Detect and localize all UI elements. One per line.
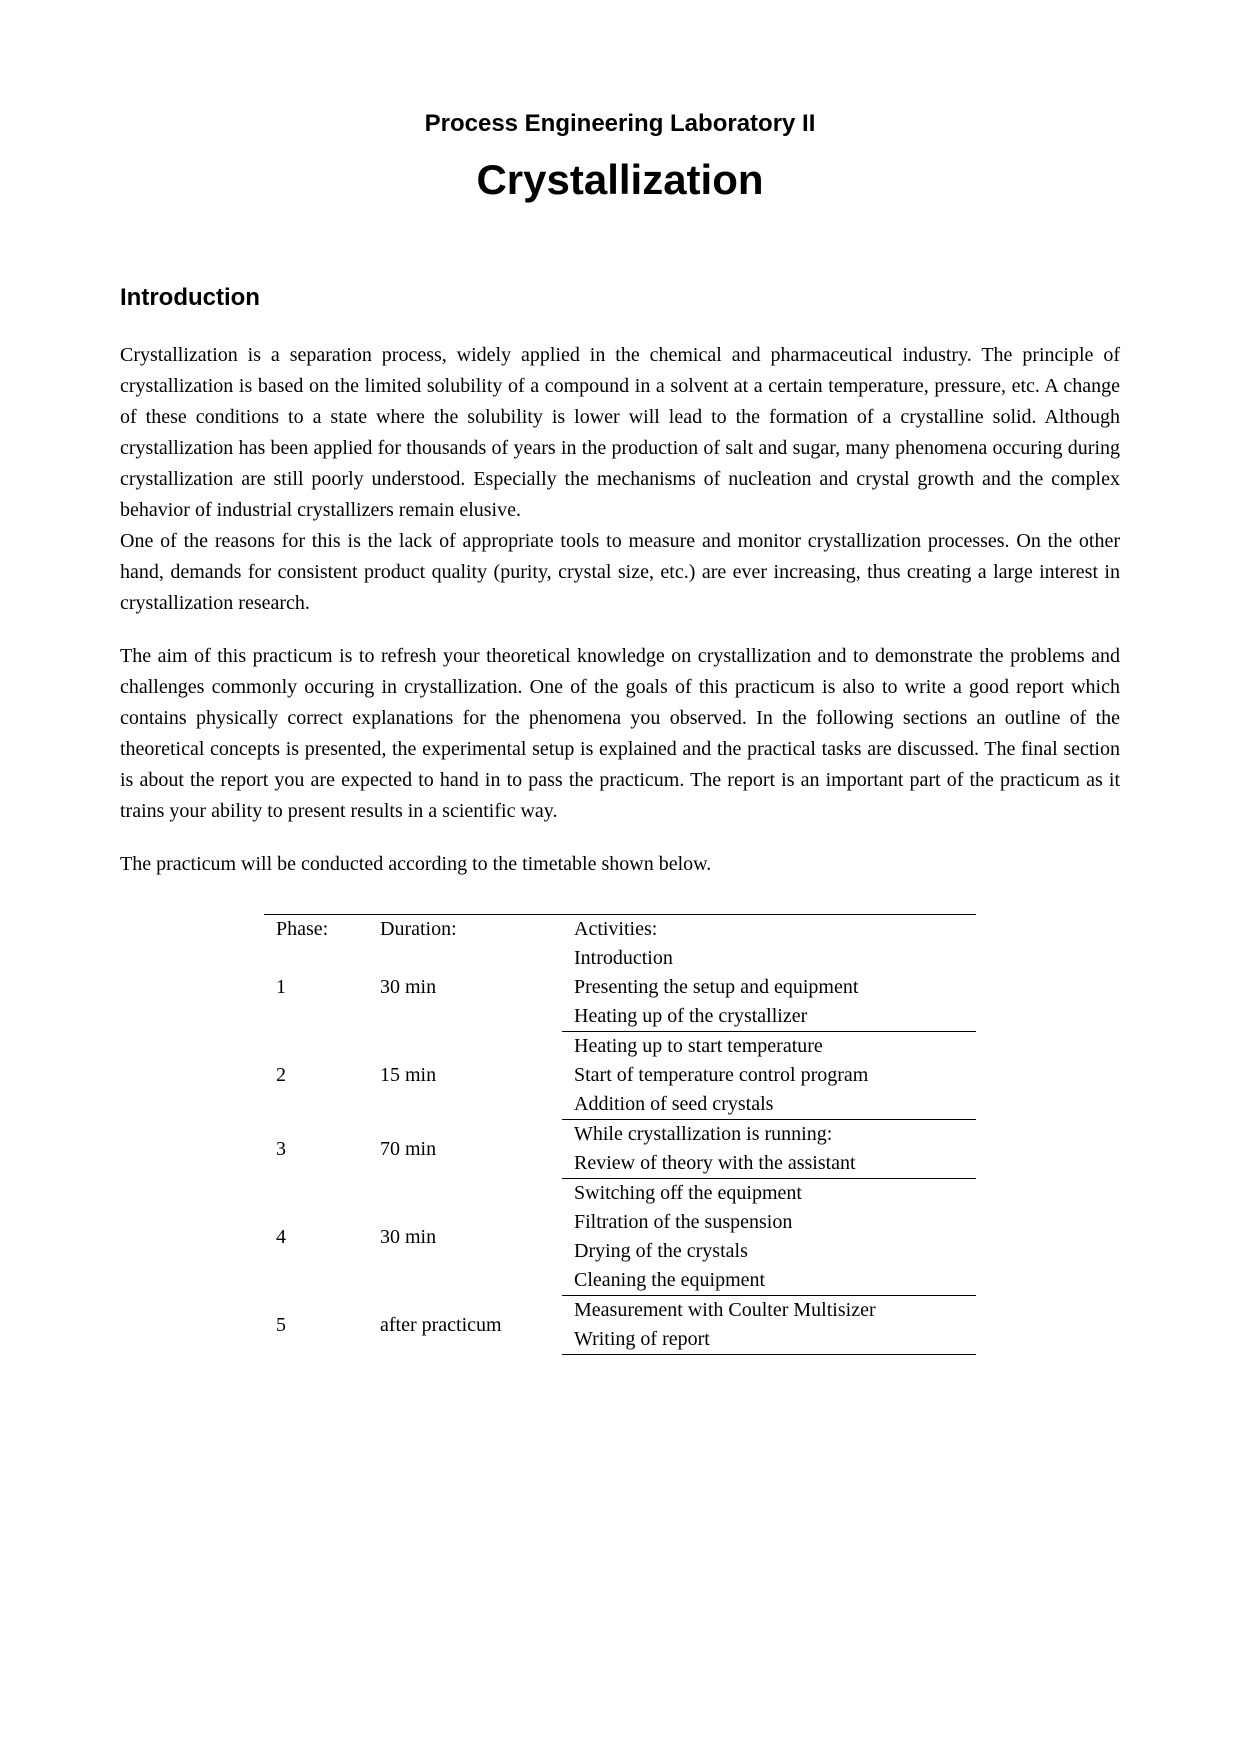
cell-duration: 30 min [368,1179,562,1296]
cell-activity: Introduction [562,944,976,973]
paragraph-gap [120,827,1120,849]
table-header-activities: Activities: [562,915,976,945]
intro-paragraph-2: The aim of this practicum is to refresh … [120,641,1120,827]
timetable-wrap: Phase: Duration: Activities: 1 30 min In… [120,914,1120,1355]
cell-duration: after practicum [368,1296,562,1355]
cell-phase: 1 [264,944,368,1032]
cell-activity: Presenting the setup and equipment [562,973,976,1002]
cell-activity: Measurement with Coulter Multisizer [562,1296,976,1326]
table-row: 1 30 min Introduction [264,944,976,973]
intro-paragraph-3: The practicum will be conducted accordin… [120,849,1120,880]
document-pretitle: Process Engineering Laboratory II [120,110,1120,138]
intro-paragraph-1b: One of the reasons for this is the lack … [120,526,1120,619]
timetable: Phase: Duration: Activities: 1 30 min In… [264,914,976,1355]
cell-phase: 2 [264,1032,368,1120]
cell-activity: Cleaning the equipment [562,1266,976,1296]
page: Process Engineering Laboratory II Crysta… [0,0,1240,1435]
table-header-duration: Duration: [368,915,562,945]
cell-phase: 3 [264,1120,368,1179]
cell-activity: Start of temperature control program [562,1061,976,1090]
table-header-phase: Phase: [264,915,368,945]
cell-activity: While crystallization is running: [562,1120,976,1150]
cell-duration: 15 min [368,1032,562,1120]
paragraph-gap [120,619,1120,641]
section-heading-introduction: Introduction [120,284,1120,312]
cell-activity: Heating up of the crystallizer [562,1002,976,1032]
cell-phase: 5 [264,1296,368,1355]
document-title: Crystallization [120,156,1120,204]
cell-duration: 30 min [368,944,562,1032]
cell-activity: Switching off the equipment [562,1179,976,1209]
intro-paragraph-1: Crystallization is a separation process,… [120,340,1120,526]
table-row: 3 70 min While crystallization is runnin… [264,1120,976,1150]
cell-activity: Filtration of the suspension [562,1208,976,1237]
cell-activity: Writing of report [562,1325,976,1355]
cell-activity: Addition of seed crystals [562,1090,976,1120]
table-header-row: Phase: Duration: Activities: [264,915,976,945]
table-row: 2 15 min Heating up to start temperature [264,1032,976,1062]
cell-activity: Heating up to start temperature [562,1032,976,1062]
cell-phase: 4 [264,1179,368,1296]
table-row: 4 30 min Switching off the equipment [264,1179,976,1209]
cell-duration: 70 min [368,1120,562,1179]
cell-activity: Drying of the crystals [562,1237,976,1266]
cell-activity: Review of theory with the assistant [562,1149,976,1179]
table-row: 5 after practicum Measurement with Coult… [264,1296,976,1326]
